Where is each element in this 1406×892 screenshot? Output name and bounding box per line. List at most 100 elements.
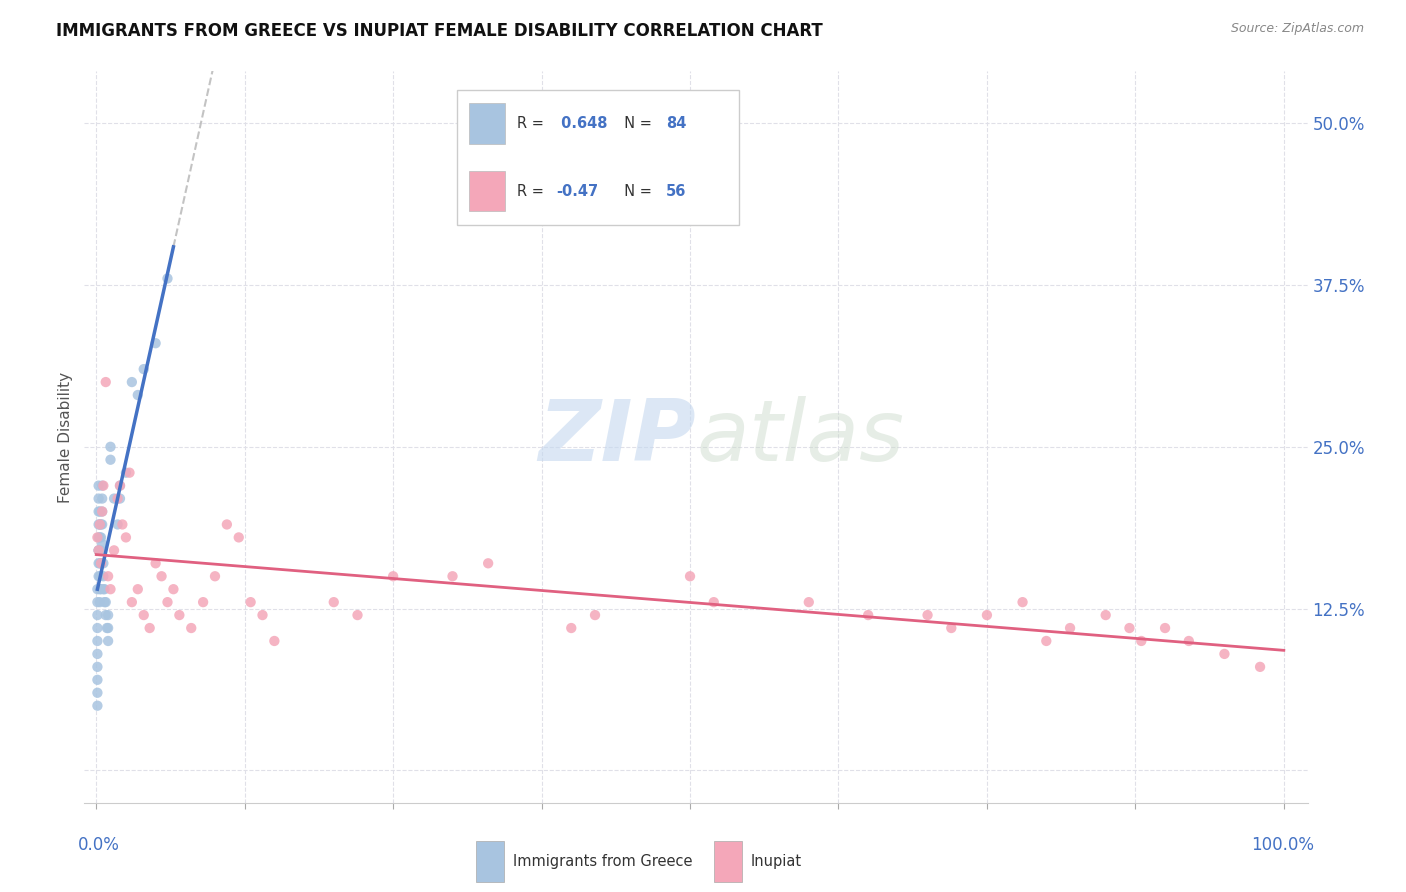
Point [94,595,117,609]
Point [1130,634,1153,648]
Point [93,595,115,609]
Point [86,660,108,674]
Point [100,582,122,597]
Point [87,491,110,506]
Point [118,466,141,480]
Point [89,582,111,597]
Point [87,478,110,492]
Text: 100.0%: 100.0% [1251,836,1313,854]
Point [917,608,939,623]
Point [1154,621,1177,635]
Point [89,530,111,544]
Point [91,478,114,492]
Point [941,621,963,635]
Point [127,582,149,597]
Point [703,595,725,609]
Point [145,557,167,571]
Point [97,569,120,583]
Point [252,608,274,623]
Point [346,608,368,623]
Text: atlas: atlas [696,395,904,479]
Point [90,517,112,532]
Text: Source: ZipAtlas.com: Source: ZipAtlas.com [1230,22,1364,36]
Point [89,569,111,583]
Point [90,582,112,597]
Point [97,608,120,623]
Point [1094,608,1116,623]
Point [89,517,111,532]
Point [797,595,820,609]
Point [89,504,111,518]
Point [93,582,115,597]
Point [97,621,120,635]
Point [191,595,214,609]
Point [103,543,125,558]
Point [121,595,143,609]
Point [86,634,108,648]
Point [86,686,108,700]
Point [115,530,138,544]
Point [111,517,134,532]
Text: ZIP: ZIP [538,395,696,479]
Point [91,504,114,518]
Point [1059,621,1081,635]
Point [583,608,606,623]
Point [976,608,998,623]
Point [150,569,173,583]
Point [86,647,108,661]
Point [89,595,111,609]
Point [180,621,202,635]
Point [91,517,114,532]
Point [1249,660,1271,674]
Point [90,557,112,571]
Point [86,595,108,609]
Point [86,621,108,635]
Point [97,634,120,648]
Point [96,621,118,635]
Point [90,557,112,571]
Point [93,478,115,492]
Point [90,543,112,558]
Point [132,362,155,376]
Point [108,478,131,492]
Point [87,569,110,583]
Point [121,375,143,389]
Point [87,543,110,558]
Point [138,621,160,635]
Point [93,569,115,583]
Point [108,478,131,492]
Point [94,375,117,389]
Point [86,582,108,597]
Point [115,466,138,480]
Point [263,634,285,648]
Point [477,557,499,571]
Point [93,557,115,571]
Point [108,491,131,506]
Point [156,595,179,609]
Point [91,504,114,518]
Point [145,336,167,351]
Point [239,595,262,609]
Text: 0.0%: 0.0% [79,836,120,854]
Point [94,608,117,623]
Point [1118,621,1140,635]
Text: IMMIGRANTS FROM GREECE VS INUPIAT FEMALE DISABILITY CORRELATION CHART: IMMIGRANTS FROM GREECE VS INUPIAT FEMALE… [56,22,823,40]
Point [91,491,114,506]
Y-axis label: Female Disability: Female Disability [58,371,73,503]
Point [86,530,108,544]
Point [87,530,110,544]
Point [86,608,108,623]
Point [93,582,115,597]
Point [87,517,110,532]
Point [228,530,250,544]
Point [679,569,702,583]
Point [215,517,238,532]
Point [90,530,112,544]
Point [1213,647,1236,661]
Point [87,504,110,518]
Point [100,440,122,454]
Point [91,537,114,551]
Point [1178,634,1201,648]
Point [107,517,129,532]
Point [560,621,582,635]
